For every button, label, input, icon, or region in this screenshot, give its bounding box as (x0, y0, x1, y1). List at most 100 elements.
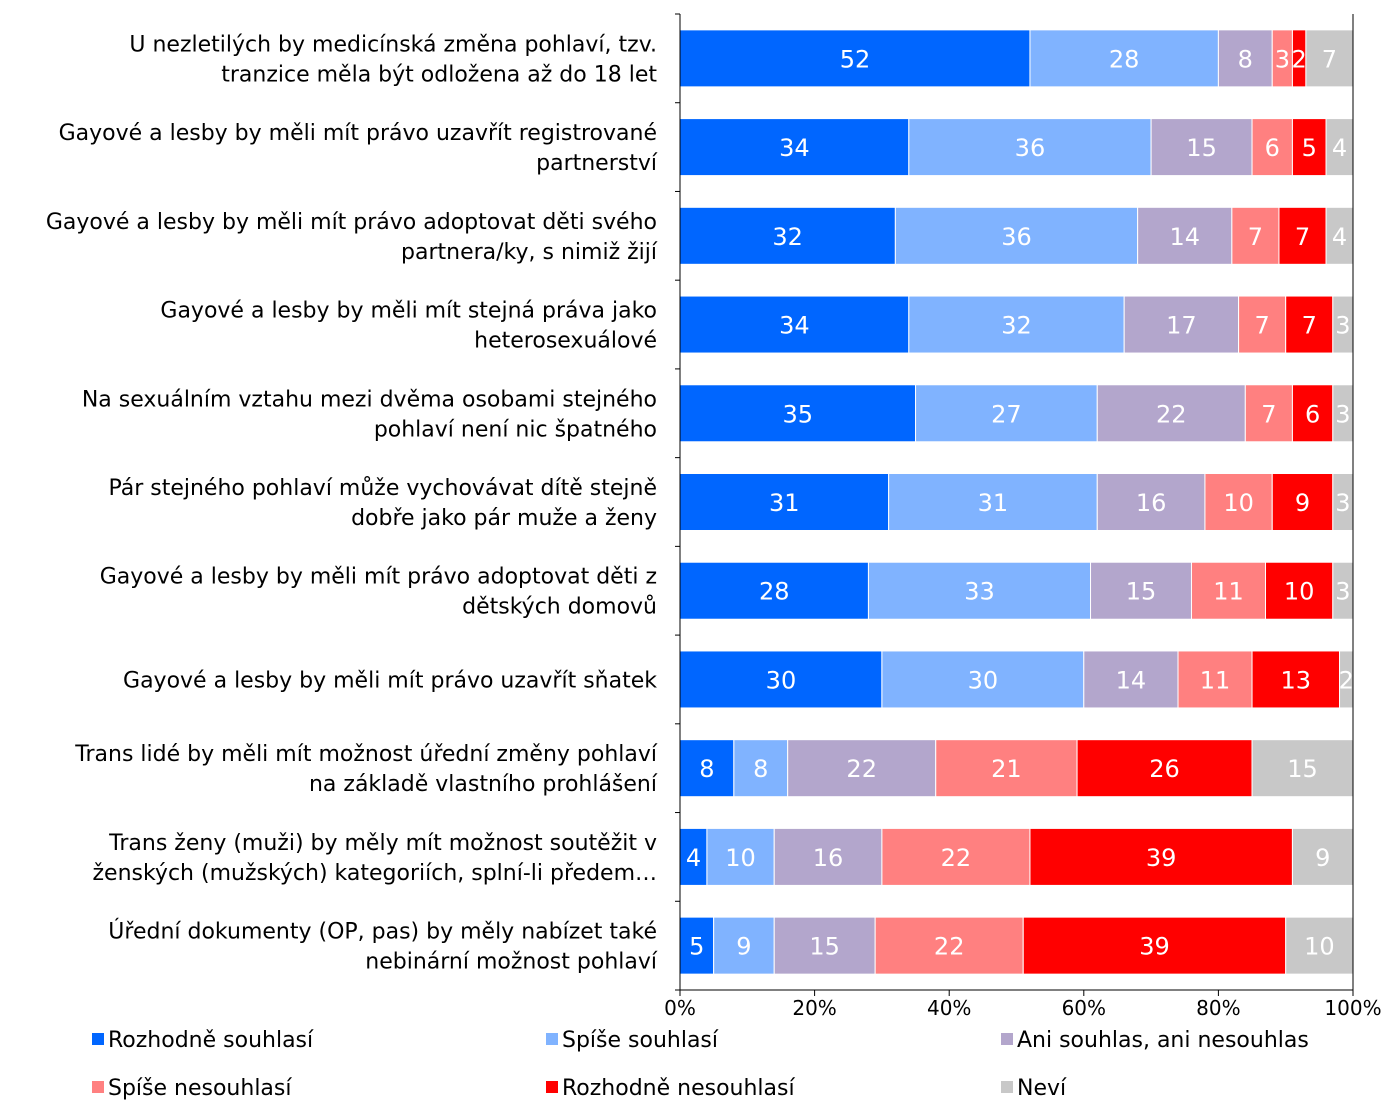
bar-segment (1083, 650, 1179, 709)
data-label: 6 (1305, 400, 1320, 428)
data-label: 3 (1335, 578, 1350, 606)
data-label: 17 (1166, 312, 1197, 340)
data-label: 7 (1302, 312, 1317, 340)
legend-label: Spíše souhlasí (562, 1028, 719, 1053)
data-label: 11 (1213, 578, 1244, 606)
bar-segment (773, 827, 883, 886)
data-label: 4 (1332, 223, 1347, 251)
data-label: 32 (772, 223, 803, 251)
data-label: 3 (1335, 489, 1350, 517)
legend-label: Rozhodně nesouhlasí (562, 1076, 795, 1101)
data-label: 7 (1295, 223, 1310, 251)
bar-segment (1325, 118, 1354, 177)
data-label: 5 (1302, 134, 1317, 162)
bar-segment (935, 739, 1078, 798)
bar-segment (787, 739, 937, 798)
data-label: 7 (1261, 400, 1276, 428)
bar-segment (1244, 384, 1293, 443)
data-label: 26 (1149, 755, 1180, 783)
data-label: 36 (1015, 134, 1046, 162)
legend: Rozhodně souhlasí Spíše souhlasí Ani souhl… (92, 1028, 1309, 1101)
bar-segment (679, 739, 735, 798)
category-label: Trans lidé by měli mít možnost úřední zm… (74, 742, 658, 797)
x-tick-label: 0% (664, 996, 696, 1020)
data-label: 3 (1335, 312, 1350, 340)
bar-segment (1137, 206, 1233, 265)
data-label: 30 (766, 666, 797, 694)
bar-segment (915, 384, 1098, 443)
data-label: 9 (1295, 489, 1310, 517)
data-label: 22 (934, 933, 965, 961)
bar-segment (1096, 473, 1206, 531)
legend-swatch (1001, 1081, 1013, 1093)
bar-segment (1271, 473, 1334, 531)
data-label: 36 (1001, 223, 1032, 251)
bar-segment (1177, 650, 1253, 709)
data-label: 15 (1287, 755, 1318, 783)
category-label: Pár stejného pohlaví může vychovávat dít… (108, 476, 657, 531)
data-label: 34 (779, 134, 810, 162)
data-label: 39 (1146, 844, 1177, 872)
bar-segment (1022, 916, 1287, 975)
data-label: 15 (809, 933, 840, 961)
data-label: 2 (1292, 45, 1307, 73)
bar-segment (1305, 29, 1354, 88)
data-label: 22 (1156, 400, 1187, 428)
data-label: 14 (1116, 666, 1147, 694)
data-label: 32 (1001, 312, 1032, 340)
category-label: Na sexuálním vztahu mezi dvěma osobami s… (82, 387, 657, 442)
data-label: 6 (1265, 134, 1280, 162)
data-label: 8 (1238, 45, 1253, 73)
bar-segment (881, 827, 1031, 886)
data-label: 31 (769, 489, 800, 517)
category-label: U nezletilých by medicínská změna pohlav… (129, 32, 657, 87)
bar-segment (908, 118, 1152, 177)
legend-swatch (1001, 1033, 1013, 1045)
legend-swatch (546, 1081, 558, 1093)
data-label: 10 (1304, 933, 1335, 961)
legend-label: Neví (1017, 1076, 1067, 1101)
data-label: 28 (759, 578, 790, 606)
x-tick-label: 40% (927, 996, 971, 1020)
bar-segment (679, 561, 869, 620)
category-label: Trans ženy (muži) by měly mít možnost so… (92, 831, 657, 886)
bar-segment (1190, 561, 1267, 620)
category-label: Úřední dokumenty (OP, pas) by měly nabíz… (108, 919, 658, 975)
category-label: Gayové a lesby by měli mít právo uzavřít… (59, 121, 658, 176)
data-label: 28 (1109, 45, 1140, 73)
data-label: 9 (736, 933, 751, 961)
data-label: 10 (1284, 578, 1315, 606)
bar-segment (1231, 206, 1280, 265)
legend-swatch (92, 1081, 104, 1093)
bar-segment (1265, 561, 1334, 620)
bar-segment (1291, 384, 1334, 443)
data-label: 27 (991, 400, 1022, 428)
data-label: 10 (1223, 489, 1254, 517)
bar-segment (1251, 650, 1341, 709)
legend-label: Rozhodně souhlasí (108, 1028, 314, 1053)
data-label: 31 (978, 489, 1009, 517)
data-label: 30 (968, 666, 999, 694)
data-label: 35 (783, 400, 814, 428)
bar-segment (1096, 384, 1246, 443)
data-label: 7 (1248, 223, 1263, 251)
data-label: 16 (813, 844, 844, 872)
legend-swatch (546, 1033, 558, 1045)
x-tick-label: 100% (1324, 996, 1381, 1020)
bar-segment (713, 916, 775, 975)
data-label: 4 (1332, 134, 1347, 162)
data-label: 14 (1169, 223, 1200, 251)
data-label: 7 (1322, 45, 1337, 73)
category-label: Gayové a lesby by měli mít stejná práva … (160, 299, 657, 354)
data-label: 3 (1275, 45, 1290, 73)
data-label: 39 (1139, 933, 1170, 961)
bar-segment (1076, 739, 1253, 798)
bar-segment (1029, 827, 1293, 886)
bar-segment (773, 916, 876, 975)
bar-segment (1291, 118, 1327, 177)
bar-segment (1251, 739, 1354, 798)
bar-area: 52 28 8 3 2 734 36 15 6 5 432 36 14 7 7 434 32 17 7 7 335 27 2… (679, 29, 1354, 975)
bar-segment (1285, 295, 1334, 354)
category-label: Gayové a lesby by měli mít právo adoptov… (46, 210, 658, 265)
bar-segment (679, 827, 708, 886)
